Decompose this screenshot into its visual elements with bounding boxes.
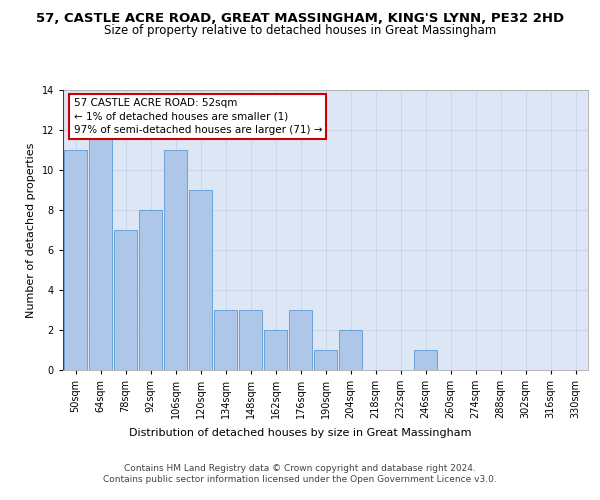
Bar <box>139 210 162 370</box>
Bar <box>339 330 362 370</box>
Bar <box>114 230 137 370</box>
Text: 57 CASTLE ACRE ROAD: 52sqm
← 1% of detached houses are smaller (1)
97% of semi-d: 57 CASTLE ACRE ROAD: 52sqm ← 1% of detac… <box>74 98 322 135</box>
Text: Contains public sector information licensed under the Open Government Licence v3: Contains public sector information licen… <box>103 475 497 484</box>
Bar <box>64 150 87 370</box>
Bar <box>264 330 287 370</box>
Bar <box>189 190 212 370</box>
Text: 57, CASTLE ACRE ROAD, GREAT MASSINGHAM, KING'S LYNN, PE32 2HD: 57, CASTLE ACRE ROAD, GREAT MASSINGHAM, … <box>36 12 564 26</box>
Y-axis label: Number of detached properties: Number of detached properties <box>26 142 36 318</box>
Bar <box>214 310 237 370</box>
Text: Contains HM Land Registry data © Crown copyright and database right 2024.: Contains HM Land Registry data © Crown c… <box>124 464 476 473</box>
Bar <box>314 350 337 370</box>
Bar <box>414 350 437 370</box>
Bar <box>289 310 312 370</box>
Bar <box>239 310 262 370</box>
Text: Distribution of detached houses by size in Great Massingham: Distribution of detached houses by size … <box>129 428 471 438</box>
Text: Size of property relative to detached houses in Great Massingham: Size of property relative to detached ho… <box>104 24 496 37</box>
Bar <box>164 150 187 370</box>
Bar <box>89 130 112 370</box>
